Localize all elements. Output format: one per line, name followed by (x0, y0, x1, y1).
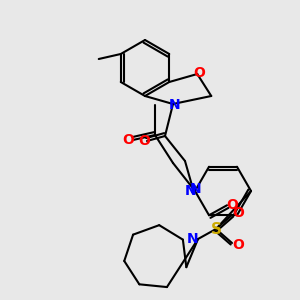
Text: O: O (232, 238, 244, 252)
Text: O: O (138, 134, 150, 148)
Text: S: S (211, 221, 221, 236)
Text: N: N (190, 182, 202, 196)
Text: O: O (226, 198, 238, 212)
Text: N: N (185, 184, 197, 198)
Text: O: O (193, 66, 205, 80)
Text: O: O (232, 206, 244, 220)
Text: O: O (122, 133, 134, 147)
Text: N: N (169, 98, 181, 112)
Text: N: N (187, 232, 199, 246)
